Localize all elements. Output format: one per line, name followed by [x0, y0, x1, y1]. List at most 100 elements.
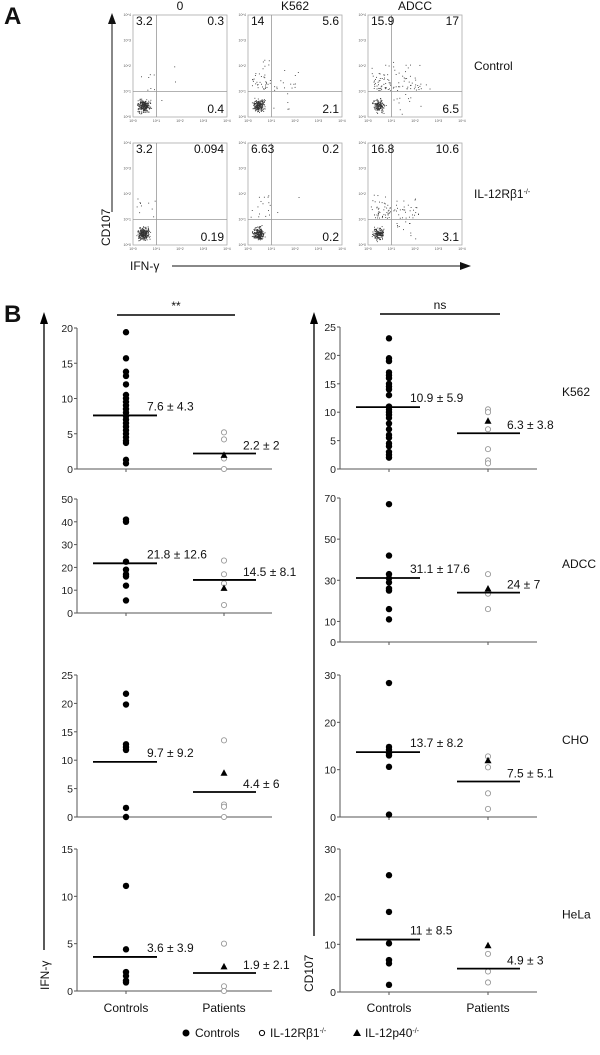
event-dot: [276, 88, 278, 90]
flow-plot: 14 5.6 2.1 10^010^0 10^1 10^1 10^2 10^2 10^3 10^3…: [239, 13, 346, 123]
event-dot: [256, 101, 258, 103]
event-dot: [375, 236, 377, 238]
event-dot: [410, 235, 412, 237]
y-tick-label: 0: [330, 637, 336, 649]
event-dot: [137, 231, 139, 233]
plot-frame: [367, 142, 463, 246]
event-dot: [378, 234, 380, 236]
event-dot: [143, 230, 145, 232]
event-dot: [371, 236, 373, 238]
event-dot: [258, 104, 260, 106]
y-tick-label: 10^2: [359, 192, 367, 196]
event-dot: [256, 229, 258, 230]
legend: Controls IL-12Rβ1-/- IL-12p40-/-: [182, 1026, 420, 1040]
y-tick-label: 10^0: [124, 243, 132, 247]
event-dot: [259, 102, 261, 104]
y-tick-label: 10^0: [239, 115, 247, 119]
event-dot: [144, 236, 146, 238]
event-dot: [377, 108, 379, 110]
event-dot: [139, 102, 141, 104]
event-dot: [377, 234, 379, 236]
y-tick-label: 15: [324, 379, 336, 391]
x-tick-label: 10^2: [411, 247, 419, 251]
event-dot: [382, 234, 384, 235]
event-dot: [380, 101, 382, 103]
y-tick-label: 10^3: [359, 167, 367, 171]
event-dot: [142, 109, 144, 111]
event-dot: [142, 234, 144, 236]
il12rb1-patient-point: [484, 409, 492, 416]
event-dot: [381, 105, 383, 107]
event-dot: [140, 234, 142, 236]
event-dot: [378, 103, 380, 105]
event-dot: [383, 202, 385, 204]
event-dot: [372, 200, 374, 202]
event-dot: [378, 227, 380, 229]
event-dot: [258, 73, 260, 75]
event-dot: [146, 239, 148, 241]
y-tick-label: 30: [324, 670, 336, 682]
target-cell-label: ADCC: [562, 557, 596, 571]
y-tick-label: 10^1: [124, 218, 132, 222]
event-dot: [376, 99, 378, 101]
event-dot: [386, 207, 388, 209]
event-dot: [389, 212, 391, 214]
x-tick-label: 10^3: [315, 119, 323, 123]
event-dot: [373, 100, 375, 102]
event-dot: [261, 107, 263, 109]
event-dot: [259, 233, 261, 235]
event-dot: [149, 230, 150, 232]
event-dot: [148, 104, 150, 106]
x-tick-label: 10^3: [315, 247, 323, 251]
event-dot: [405, 217, 407, 219]
event-dot: [375, 230, 377, 232]
event-dot: [257, 206, 259, 208]
event-dot: [384, 203, 386, 205]
il12p40-patient-point: [484, 585, 492, 592]
event-dot: [389, 88, 390, 90]
event-dot: [381, 100, 383, 102]
event-dot: [144, 108, 146, 110]
event-dot: [148, 107, 150, 109]
event-dot: [258, 232, 259, 234]
event-dot: [384, 196, 386, 198]
event-dot: [376, 88, 378, 90]
event-dot: [375, 234, 377, 236]
event-dot: [376, 233, 378, 235]
event-dot: [258, 226, 260, 228]
event-dot: [139, 228, 141, 229]
event-dot: [154, 89, 155, 91]
dot-plot: 0 10 20 30 40 50 21.8 ± 12.6 14.5 ± 8.1: [61, 494, 296, 620]
event-dot: [378, 214, 379, 216]
event-dot: [144, 240, 146, 241]
event-dot: [142, 231, 144, 233]
event-dot: [256, 104, 258, 106]
event-dot: [390, 207, 391, 209]
event-dot: [372, 102, 374, 104]
event-dot: [378, 84, 379, 86]
event-dot: [143, 102, 145, 104]
event-dot: [388, 209, 390, 211]
event-dot: [381, 78, 383, 79]
event-dot: [377, 101, 379, 103]
control-point: [385, 872, 393, 879]
event-dot: [142, 103, 144, 104]
event-dot: [140, 106, 142, 108]
x-tick-label: 10^0: [129, 119, 137, 123]
event-dot: [137, 198, 139, 200]
y-tick-label: 10^4: [124, 13, 132, 17]
event-dot: [143, 235, 145, 237]
event-dot: [141, 111, 143, 113]
event-dot: [260, 238, 261, 240]
event-dot: [262, 237, 264, 239]
event-dot: [387, 89, 389, 90]
y-tick-label: 20: [61, 323, 73, 335]
event-dot: [381, 106, 383, 108]
controls-mean-label: 21.8 ± 12.6: [147, 547, 207, 561]
event-dot: [141, 76, 142, 78]
event-dot: [399, 109, 401, 111]
event-dot: [147, 232, 149, 233]
event-dot: [264, 236, 266, 238]
event-dot: [382, 229, 384, 231]
event-dot: [419, 85, 421, 87]
